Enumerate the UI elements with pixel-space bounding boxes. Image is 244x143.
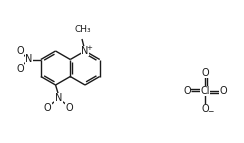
Text: N: N — [55, 93, 62, 103]
Text: N: N — [81, 46, 89, 56]
Text: O: O — [16, 45, 24, 55]
Text: O: O — [16, 63, 24, 74]
Text: O: O — [183, 86, 191, 96]
Text: N: N — [25, 54, 32, 64]
Text: O: O — [201, 68, 209, 78]
Text: O: O — [44, 103, 51, 113]
Text: +: + — [87, 45, 92, 51]
Text: Cl: Cl — [200, 86, 210, 96]
Text: CH₃: CH₃ — [75, 25, 91, 34]
Text: −: − — [207, 108, 213, 117]
Text: O: O — [201, 104, 209, 114]
Text: O: O — [219, 86, 227, 96]
Text: O: O — [66, 103, 73, 113]
